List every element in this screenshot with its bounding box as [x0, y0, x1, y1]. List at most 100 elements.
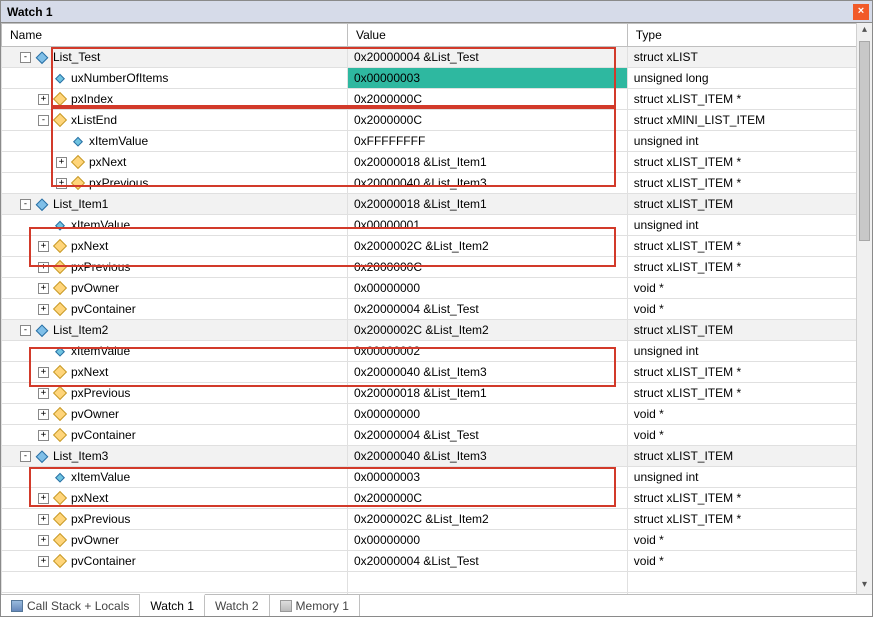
col-name-header[interactable]: Name [2, 24, 348, 47]
table-row[interactable]: -xListEnd0x2000000Cstruct xMINI_LIST_ITE… [2, 110, 872, 131]
tree-expander[interactable]: + [38, 535, 49, 546]
scroll-down-icon[interactable]: ▾ [857, 578, 872, 594]
tab-call-stack-locals[interactable]: Call Stack + Locals [1, 595, 140, 616]
row-name: pvContainer [71, 302, 136, 316]
ptr-icon [53, 554, 67, 568]
table-row[interactable]: +pvOwner0x00000000void * [2, 278, 872, 299]
row-type: void * [628, 530, 871, 550]
row-name: pxNext [71, 239, 108, 253]
row-value: 0x20000040 &List_Item3 [348, 446, 627, 466]
table-row[interactable]: +pvOwner0x00000000void * [2, 404, 872, 425]
tree-expander[interactable]: - [38, 115, 49, 126]
table-row[interactable]: xItemValue0x00000003unsigned int [2, 467, 872, 488]
tree-expander[interactable]: + [38, 262, 49, 273]
table-row[interactable]: +pxPrevious0x2000000Cstruct xLIST_ITEM * [2, 257, 872, 278]
row-value: 0x2000000C [348, 257, 627, 277]
close-icon: × [858, 5, 864, 17]
tree-expander[interactable]: - [20, 451, 31, 462]
close-button[interactable]: × [853, 4, 869, 20]
tree-expander[interactable]: + [56, 157, 67, 168]
tree-expander[interactable]: + [38, 493, 49, 504]
table-row[interactable]: +pxPrevious0x20000040 &List_Item3struct … [2, 173, 872, 194]
field-icon [50, 467, 70, 487]
row-value: 0x2000000C [348, 488, 627, 508]
ptr-icon [71, 176, 85, 190]
tree-expander[interactable]: - [20, 199, 31, 210]
scroll-up-icon[interactable]: ▴ [857, 23, 872, 39]
row-type: struct xLIST_ITEM * [628, 383, 871, 403]
row-type: struct xLIST_ITEM * [628, 89, 871, 109]
row-value: 0x2000002C &List_Item2 [348, 509, 627, 529]
row-value [348, 572, 627, 592]
tab-watch-2[interactable]: Watch 2 [205, 595, 270, 616]
tree-expander[interactable]: + [38, 241, 49, 252]
tree-expander[interactable]: + [38, 94, 49, 105]
table-row[interactable]: uxNumberOfItems0x00000003unsigned long [2, 68, 872, 89]
tab-watch-1[interactable]: Watch 1 [140, 594, 205, 616]
tab-memory-1[interactable]: Memory 1 [270, 595, 360, 616]
row-name: List_Test [53, 50, 100, 64]
tree-expander[interactable]: + [38, 304, 49, 315]
tree-expander[interactable]: + [38, 556, 49, 567]
table-row[interactable]: +pxNext0x2000002C &List_Item2struct xLIS… [2, 236, 872, 257]
row-type: void * [628, 425, 871, 445]
table-row[interactable]: -List_Item20x2000002C &List_Item2struct … [2, 320, 872, 341]
row-value: 0x20000004 &List_Test [348, 299, 627, 319]
bottom-tabbar: Call Stack + LocalsWatch 1Watch 2Memory … [1, 594, 872, 616]
table-row[interactable]: +pxIndex0x2000000Cstruct xLIST_ITEM * [2, 89, 872, 110]
row-name: uxNumberOfItems [71, 71, 168, 85]
tree-expander[interactable]: + [38, 283, 49, 294]
table-row[interactable]: +pvContainer0x20000004 &List_Testvoid * [2, 299, 872, 320]
table-row[interactable]: +pxPrevious0x2000002C &List_Item2struct … [2, 509, 872, 530]
row-value: 0x00000000 [348, 530, 627, 550]
field-icon [50, 68, 70, 88]
row-value: 0x20000018 &List_Item1 [348, 152, 627, 172]
vertical-scrollbar[interactable]: ▴ ▾ [856, 23, 872, 594]
table-row[interactable]: -List_Item30x20000040 &List_Item3struct … [2, 446, 872, 467]
tree-expander[interactable]: + [38, 367, 49, 378]
mem-icon [280, 600, 292, 612]
tree-expander[interactable]: + [56, 178, 67, 189]
row-name: pvOwner [71, 281, 119, 295]
tree-expander[interactable]: + [38, 430, 49, 441]
watch-content: Name Value Type - List_Test 0x20000004 &Li… [1, 23, 872, 594]
table-row[interactable]: +pvContainer0x20000004 &List_Testvoid * [2, 551, 872, 572]
row-name: pxPrevious [71, 386, 130, 400]
table-row[interactable]: +pxNext0x20000018 &List_Item1struct xLIS… [2, 152, 872, 173]
table-header-row: Name Value Type [2, 24, 872, 47]
row-type: struct xLIST_ITEM * [628, 173, 871, 193]
table-row[interactable]: xItemValue0x00000002unsigned int [2, 341, 872, 362]
ptr-icon [53, 386, 67, 400]
table-row[interactable]: +pxPrevious0x20000018 &List_Item1struct … [2, 383, 872, 404]
table-row[interactable]: +pvContainer0x20000004 &List_Testvoid * [2, 425, 872, 446]
tree-expander[interactable]: + [38, 409, 49, 420]
ptr-icon [53, 113, 67, 127]
ptr-icon [53, 491, 67, 505]
tree-expander[interactable]: - [20, 52, 31, 63]
col-value-header[interactable]: Value [347, 24, 627, 47]
table-row[interactable]: +pxNext0x2000000Cstruct xLIST_ITEM * [2, 488, 872, 509]
row-type: struct xLIST_ITEM * [628, 362, 871, 382]
ptr-icon [53, 302, 67, 316]
table-row[interactable]: -List_Test0x20000004 &List_Teststruct xL… [2, 47, 872, 68]
row-type: struct xLIST_ITEM * [628, 236, 871, 256]
row-type: struct xLIST_ITEM [628, 194, 871, 214]
row-value: 0x2000002C &List_Item2 [348, 320, 627, 340]
row-name: List_Item3 [53, 449, 108, 463]
table-row[interactable]: -List_Item10x20000018 &List_Item1struct … [2, 194, 872, 215]
row-type [628, 572, 871, 592]
col-type-header[interactable]: Type [627, 24, 871, 47]
row-value: 0x00000001 [348, 215, 627, 235]
tree-expander[interactable]: + [38, 388, 49, 399]
table-row[interactable]: xItemValue0x00000001unsigned int [2, 215, 872, 236]
struct-icon [32, 446, 52, 466]
table-row[interactable] [2, 572, 872, 593]
table-row[interactable]: xItemValue0xFFFFFFFFunsigned int [2, 131, 872, 152]
tree-expander[interactable]: + [38, 514, 49, 525]
table-row[interactable]: +pxNext0x20000040 &List_Item3struct xLIS… [2, 362, 872, 383]
scroll-thumb[interactable] [859, 41, 870, 241]
ptr-icon [53, 260, 67, 274]
ptr-icon [53, 92, 67, 106]
tree-expander[interactable]: - [20, 325, 31, 336]
table-row[interactable]: +pvOwner0x00000000void * [2, 530, 872, 551]
